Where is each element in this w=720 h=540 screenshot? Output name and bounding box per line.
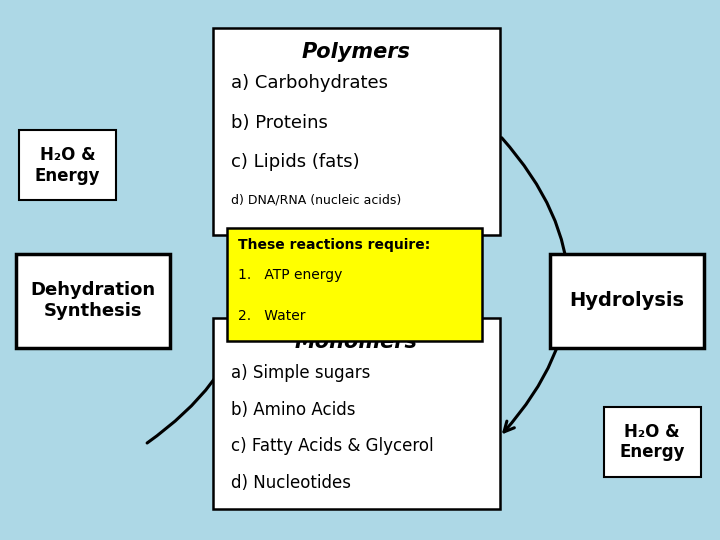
Text: Monomers: Monomers [295, 332, 418, 352]
Text: 1.   ATP energy: 1. ATP energy [238, 268, 343, 282]
FancyBboxPatch shape [604, 407, 701, 477]
Text: a) Simple sugars: a) Simple sugars [231, 364, 370, 382]
FancyBboxPatch shape [213, 28, 500, 235]
Text: b) Amino Acids: b) Amino Acids [231, 401, 356, 418]
Text: a) Carbohydrates: a) Carbohydrates [231, 74, 388, 92]
FancyBboxPatch shape [19, 130, 116, 200]
Text: b) Proteins: b) Proteins [231, 113, 328, 132]
Text: c) Lipids (fats): c) Lipids (fats) [231, 153, 359, 171]
Text: H₂O &
Energy: H₂O & Energy [35, 146, 101, 185]
Text: d) DNA/RNA (nucleic acids): d) DNA/RNA (nucleic acids) [231, 193, 401, 206]
FancyBboxPatch shape [16, 254, 170, 348]
Text: H₂O &
Energy: H₂O & Energy [619, 422, 685, 461]
Text: d) Nucleotides: d) Nucleotides [231, 474, 351, 491]
Text: Dehydration
Synthesis: Dehydration Synthesis [30, 281, 156, 320]
FancyBboxPatch shape [213, 319, 500, 509]
FancyBboxPatch shape [550, 254, 704, 348]
Text: 2.   Water: 2. Water [238, 309, 305, 323]
Text: Polymers: Polymers [302, 42, 411, 62]
FancyBboxPatch shape [228, 228, 482, 341]
Text: Hydrolysis: Hydrolysis [570, 292, 685, 310]
Text: These reactions require:: These reactions require: [238, 238, 431, 252]
Text: c) Fatty Acids & Glycerol: c) Fatty Acids & Glycerol [231, 437, 433, 455]
